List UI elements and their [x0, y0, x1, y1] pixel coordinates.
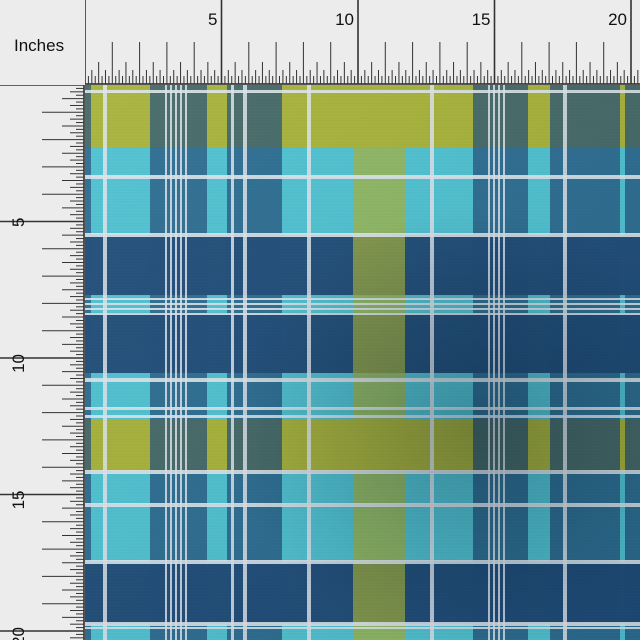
vertical-band — [227, 85, 282, 640]
left-ruler-number: 10 — [9, 354, 28, 373]
left-ruler: 5 10 15 20 — [0, 85, 85, 640]
white-horizontal-stripe — [85, 233, 640, 237]
vertical-band — [150, 85, 207, 640]
left-ruler-number: 20 — [9, 627, 28, 640]
white-horizontal-stripe — [85, 627, 640, 629]
white-horizontal-stripe — [85, 308, 640, 310]
left-ruler-ticks: 5 10 15 20 — [0, 85, 85, 640]
white-horizontal-stripe — [85, 298, 640, 300]
white-vertical-stripe — [563, 85, 567, 640]
white-horizontal-stripe — [85, 313, 640, 315]
top-ruler: 5 10 15 20 — [85, 0, 640, 85]
ruler-corner: Inches — [0, 0, 85, 85]
white-vertical-stripe — [493, 85, 495, 640]
top-ruler-ticks: 5 10 15 20 — [85, 0, 640, 85]
white-vertical-stripe — [488, 85, 490, 640]
white-vertical-stripe — [170, 85, 172, 640]
white-horizontal-stripe — [85, 407, 640, 410]
top-ruler-number: 15 — [472, 10, 491, 29]
white-vertical-stripe — [165, 85, 167, 640]
white-horizontal-stripe — [85, 415, 640, 418]
white-horizontal-stripe — [85, 175, 640, 179]
white-horizontal-stripe — [85, 90, 640, 93]
unit-label: Inches — [14, 36, 65, 55]
vertical-band — [550, 85, 620, 640]
plaid-fabric-swatch — [85, 85, 640, 640]
white-vertical-stripe — [503, 85, 505, 640]
white-vertical-stripe — [185, 85, 187, 640]
white-horizontal-stripe — [85, 560, 640, 564]
white-horizontal-stripe — [85, 378, 640, 382]
top-ruler-number: 10 — [335, 10, 354, 29]
vertical-band — [473, 85, 528, 640]
white-vertical-stripe — [231, 85, 234, 640]
white-horizontal-stripe — [85, 503, 640, 507]
vertical-band — [85, 85, 91, 640]
top-ruler-number: 5 — [208, 10, 217, 29]
white-vertical-stripe — [180, 85, 182, 640]
white-vertical-stripe — [175, 85, 177, 640]
white-vertical-stripe — [243, 85, 247, 640]
white-vertical-stripe — [430, 85, 434, 640]
white-horizontal-stripe — [85, 303, 640, 305]
left-ruler-number: 15 — [9, 491, 28, 510]
left-ruler-number: 5 — [9, 218, 28, 227]
white-horizontal-stripe — [85, 470, 640, 474]
plaid-pattern — [85, 85, 640, 640]
white-vertical-stripe — [103, 85, 107, 640]
white-vertical-stripe — [498, 85, 500, 640]
vertical-band — [353, 85, 405, 640]
white-vertical-stripe — [307, 85, 311, 640]
white-horizontal-stripe — [85, 622, 640, 626]
vertical-band — [625, 85, 640, 640]
top-ruler-number: 20 — [608, 10, 627, 29]
